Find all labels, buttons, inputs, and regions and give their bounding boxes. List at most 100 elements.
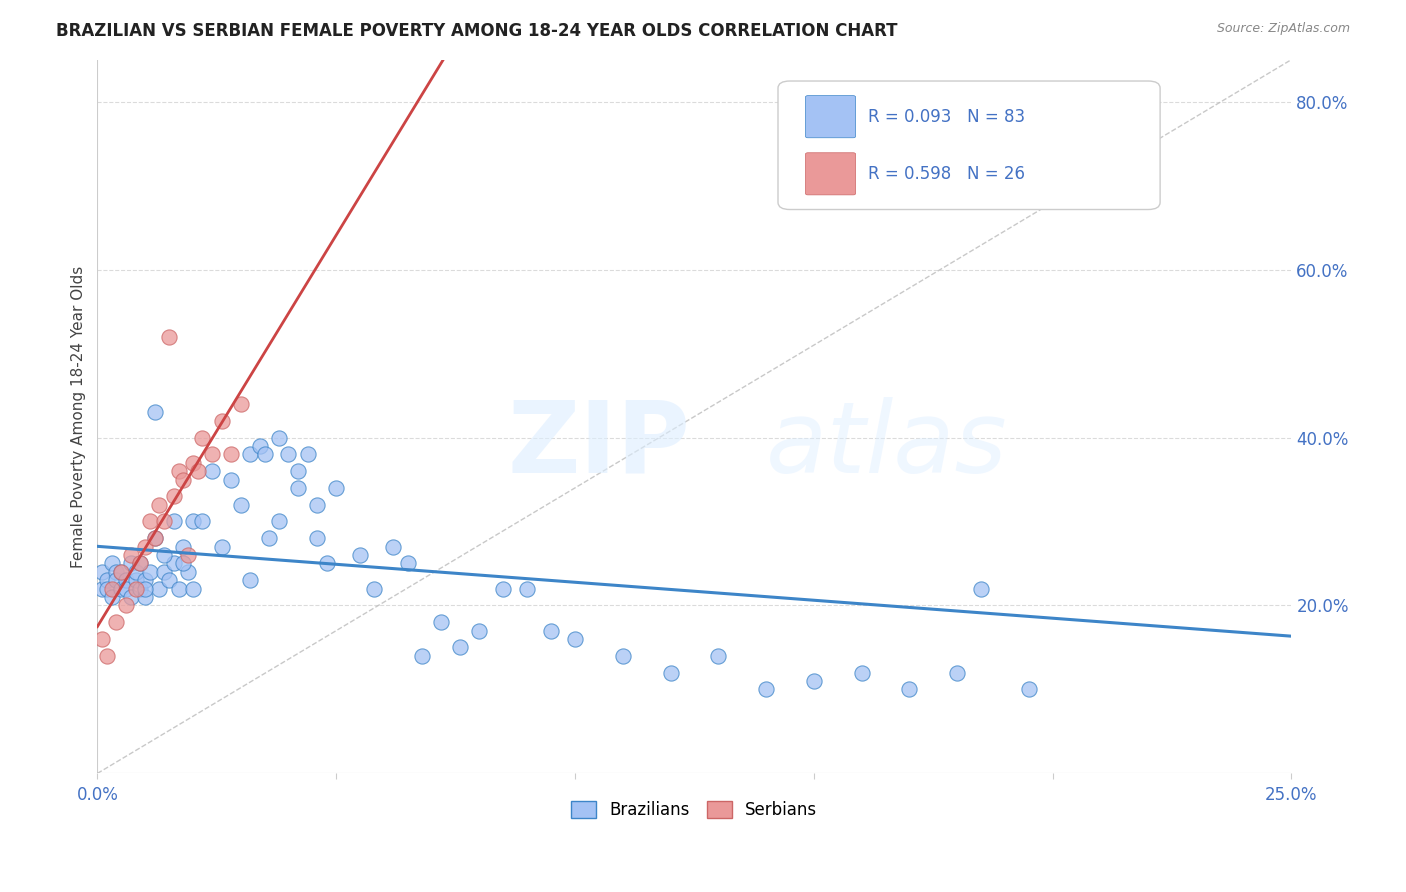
Point: [163, 515, 186, 529]
Point: [134, 590, 156, 604]
Point: [167, 464, 190, 478]
Point: [124, 582, 146, 596]
Point: [181, 582, 204, 596]
Point: [129, 557, 152, 571]
Point: [492, 582, 515, 596]
Text: BRAZILIAN VS SERBIAN FEMALE POVERTY AMONG 18-24 YEAR OLDS CORRELATION CHART: BRAZILIAN VS SERBIAN FEMALE POVERTY AMON…: [56, 22, 898, 40]
Point: [307, 531, 329, 545]
Point: [143, 405, 166, 419]
Point: [540, 624, 562, 638]
Text: ZIP: ZIP: [508, 397, 690, 493]
Point: [363, 582, 385, 596]
Point: [259, 531, 281, 545]
Point: [96, 574, 118, 588]
Point: [219, 473, 242, 487]
Point: [172, 473, 194, 487]
Point: [229, 397, 252, 411]
Point: [115, 599, 138, 613]
Point: [110, 565, 132, 579]
Point: [851, 665, 873, 680]
Point: [91, 565, 114, 579]
Point: [253, 447, 276, 461]
Point: [191, 430, 214, 444]
Point: [803, 674, 825, 689]
Point: [105, 565, 128, 579]
Point: [129, 557, 152, 571]
Point: [134, 540, 156, 554]
Point: [120, 590, 142, 604]
Point: [124, 565, 146, 579]
Point: [191, 515, 214, 529]
Point: [110, 565, 132, 579]
Text: R = 0.093   N = 83: R = 0.093 N = 83: [868, 108, 1025, 126]
Point: [297, 447, 319, 461]
Point: [201, 464, 224, 478]
Point: [124, 574, 146, 588]
Point: [172, 557, 194, 571]
Point: [239, 574, 262, 588]
Text: atlas: atlas: [766, 397, 1008, 493]
Point: [143, 531, 166, 545]
Point: [163, 489, 186, 503]
FancyBboxPatch shape: [806, 95, 856, 137]
Point: [267, 430, 290, 444]
Point: [229, 498, 252, 512]
Point: [91, 582, 114, 596]
Point: [430, 615, 453, 630]
FancyBboxPatch shape: [806, 153, 856, 194]
Legend: Brazilians, Serbians: Brazilians, Serbians: [565, 794, 824, 826]
Point: [177, 548, 200, 562]
Point: [181, 456, 204, 470]
Point: [516, 582, 538, 596]
Point: [100, 557, 122, 571]
Point: [115, 582, 138, 596]
Point: [612, 648, 634, 663]
Text: R = 0.598   N = 26: R = 0.598 N = 26: [868, 165, 1025, 183]
Point: [277, 447, 299, 461]
Point: [91, 632, 114, 646]
Point: [167, 582, 190, 596]
FancyBboxPatch shape: [778, 81, 1160, 210]
Point: [100, 590, 122, 604]
Point: [110, 582, 132, 596]
Point: [181, 515, 204, 529]
Y-axis label: Female Poverty Among 18-24 Year Olds: Female Poverty Among 18-24 Year Olds: [72, 266, 86, 567]
Point: [129, 582, 152, 596]
Point: [187, 464, 209, 478]
Point: [219, 447, 242, 461]
Point: [239, 447, 262, 461]
Point: [157, 574, 180, 588]
Point: [287, 464, 309, 478]
Point: [163, 557, 186, 571]
Point: [120, 557, 142, 571]
Point: [564, 632, 586, 646]
Point: [970, 582, 993, 596]
Point: [267, 515, 290, 529]
Point: [325, 481, 347, 495]
Point: [153, 565, 176, 579]
Point: [994, 161, 1017, 176]
Point: [349, 548, 371, 562]
Point: [396, 557, 419, 571]
Point: [143, 531, 166, 545]
Point: [307, 498, 329, 512]
Point: [139, 515, 162, 529]
Point: [201, 447, 224, 461]
Point: [468, 624, 491, 638]
Point: [707, 648, 730, 663]
Point: [315, 557, 337, 571]
Point: [287, 481, 309, 495]
Point: [153, 515, 176, 529]
Point: [211, 540, 233, 554]
Point: [172, 540, 194, 554]
Point: [249, 439, 271, 453]
Point: [120, 548, 142, 562]
Point: [115, 574, 138, 588]
Point: [755, 682, 778, 697]
Point: [105, 615, 128, 630]
Point: [946, 665, 969, 680]
Point: [449, 640, 471, 655]
Point: [148, 582, 170, 596]
Point: [898, 682, 921, 697]
Point: [157, 330, 180, 344]
